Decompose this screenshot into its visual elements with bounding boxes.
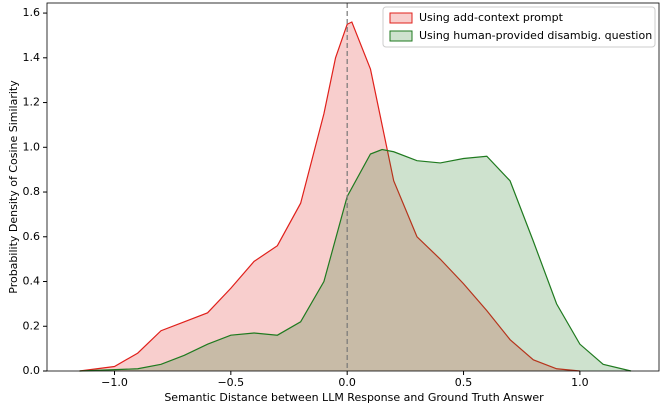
x-axis-label: Semantic Distance between LLM Response a… xyxy=(164,391,544,404)
legend-label: Using human-provided disambig. question xyxy=(419,29,652,42)
y-tick-label: 0.8 xyxy=(23,185,41,198)
x-tick-label: −1.0 xyxy=(101,376,128,389)
y-tick-label: 0.4 xyxy=(23,275,41,288)
y-tick-label: 1.0 xyxy=(23,140,41,153)
density-line xyxy=(79,148,632,372)
y-tick-label: 1.6 xyxy=(23,6,41,19)
y-tick-label: 0.2 xyxy=(23,319,41,332)
area xyxy=(79,149,632,371)
plot-frame xyxy=(46,2,660,372)
legend-label: Using add-context prompt xyxy=(419,11,564,24)
area xyxy=(79,22,580,371)
x-tick-label: −0.5 xyxy=(217,376,244,389)
y-axis-label: Probability Density of Cosine Similarity xyxy=(7,80,20,294)
x-tick-label: 0.5 xyxy=(455,376,473,389)
legend-swatch xyxy=(389,12,413,24)
density-line xyxy=(79,21,580,372)
legend-swatch xyxy=(389,30,413,42)
x-tick-label: 1.0 xyxy=(571,376,589,389)
x-tick-label: 0.0 xyxy=(338,376,356,389)
y-tick-label: 0.0 xyxy=(23,364,41,377)
y-tick-label: 1.2 xyxy=(23,96,41,109)
y-tick-label: 0.6 xyxy=(23,230,41,243)
legend-box xyxy=(382,6,656,48)
y-tick-label: 1.4 xyxy=(23,51,41,64)
